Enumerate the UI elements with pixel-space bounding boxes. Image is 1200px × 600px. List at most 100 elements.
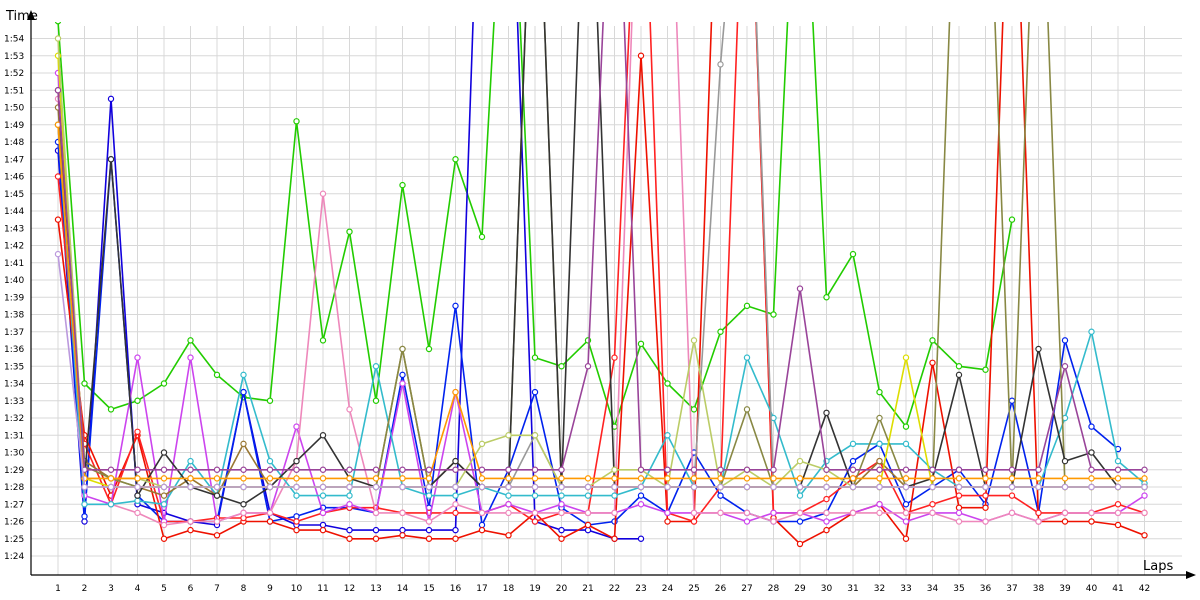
data-point [107, 475, 115, 482]
data-point [54, 173, 62, 180]
data-point [160, 521, 168, 529]
data-point [743, 466, 751, 473]
x-tick-label: 33 [900, 584, 911, 594]
data-point [293, 492, 300, 499]
data-point [1088, 466, 1095, 473]
data-point [876, 501, 883, 508]
data-point [107, 95, 115, 103]
x-tick-label: 23 [635, 584, 646, 594]
data-point [319, 432, 327, 439]
y-tick-label: 1:49 [4, 121, 24, 131]
data-point [160, 501, 168, 508]
x-axis-arrow [1186, 571, 1196, 579]
y-tick-label: 1:30 [4, 449, 24, 459]
data-point [1008, 483, 1016, 491]
data-point [584, 509, 592, 517]
data-point [452, 535, 459, 542]
data-point [876, 414, 883, 422]
data-point [319, 337, 327, 344]
data-point [372, 475, 380, 482]
data-point [399, 371, 406, 379]
data-point [929, 475, 936, 482]
data-point [1008, 492, 1016, 499]
data-point [187, 354, 194, 361]
y-tick-label: 1:25 [4, 535, 24, 545]
data-point [213, 371, 221, 379]
data-point [796, 509, 804, 517]
y-tick-label: 1:35 [4, 362, 24, 372]
data-point [134, 428, 141, 435]
data-point [452, 302, 459, 310]
data-point [1088, 518, 1095, 525]
y-tick-label: 1:39 [4, 293, 24, 303]
data-point [1035, 466, 1042, 473]
x-tick-label: 15 [423, 584, 434, 594]
data-point [81, 501, 88, 508]
x-tick-label: 5 [161, 584, 167, 594]
data-point [717, 509, 724, 517]
data-point [637, 475, 645, 482]
data-point [611, 483, 618, 491]
x-tick-label: 7 [214, 584, 220, 594]
data-point [1114, 466, 1122, 473]
data-point [1114, 483, 1122, 491]
data-point [1008, 475, 1016, 482]
data-point [796, 285, 804, 292]
data-point [955, 466, 963, 473]
data-point [266, 397, 274, 404]
data-point [372, 535, 380, 542]
data-point [134, 475, 141, 482]
data-point [902, 509, 910, 517]
data-point [1008, 509, 1016, 517]
data-point [319, 190, 327, 197]
x-tick-label: 29 [794, 584, 806, 594]
series-0 [54, 22, 1016, 430]
data-point [81, 483, 88, 491]
data-point [902, 483, 910, 491]
data-point [399, 509, 406, 517]
data-point [319, 466, 327, 473]
data-point [452, 509, 459, 517]
x-tick-label: 13 [370, 584, 381, 594]
y-tick-label: 1:26 [4, 518, 24, 528]
data-point [929, 483, 936, 491]
data-point [478, 509, 486, 517]
x-tick-label: 27 [741, 584, 752, 594]
data-point [1088, 483, 1095, 491]
data-point [717, 475, 724, 482]
data-point [584, 475, 592, 482]
x-axis-label: Laps [1143, 559, 1173, 574]
data-point [346, 501, 353, 508]
series-line [57, 22, 1145, 471]
data-point [584, 492, 592, 499]
x-tick-label: 19 [529, 584, 541, 594]
series-14 [54, 121, 1148, 482]
data-point [637, 483, 645, 491]
data-point [690, 475, 698, 482]
y-tick-label: 1:38 [4, 311, 24, 321]
data-point [849, 483, 857, 491]
data-point [664, 509, 671, 517]
data-point [187, 483, 194, 491]
data-point [1035, 475, 1042, 482]
data-point [134, 497, 141, 504]
data-point [823, 409, 830, 417]
data-point [160, 483, 168, 491]
data-point [849, 466, 857, 473]
data-point [611, 475, 618, 482]
data-point [319, 492, 327, 499]
data-point [955, 509, 963, 517]
data-point [505, 432, 512, 439]
data-point [1061, 483, 1069, 491]
data-point [743, 302, 751, 310]
data-point [107, 501, 115, 508]
y-tick-label: 1:43 [4, 224, 24, 234]
data-point [717, 328, 724, 335]
data-point [81, 513, 88, 520]
data-point [876, 388, 883, 396]
data-point [849, 457, 857, 465]
data-point [372, 526, 380, 534]
data-point [1035, 509, 1042, 517]
data-point [531, 475, 539, 482]
data-point [107, 483, 115, 491]
